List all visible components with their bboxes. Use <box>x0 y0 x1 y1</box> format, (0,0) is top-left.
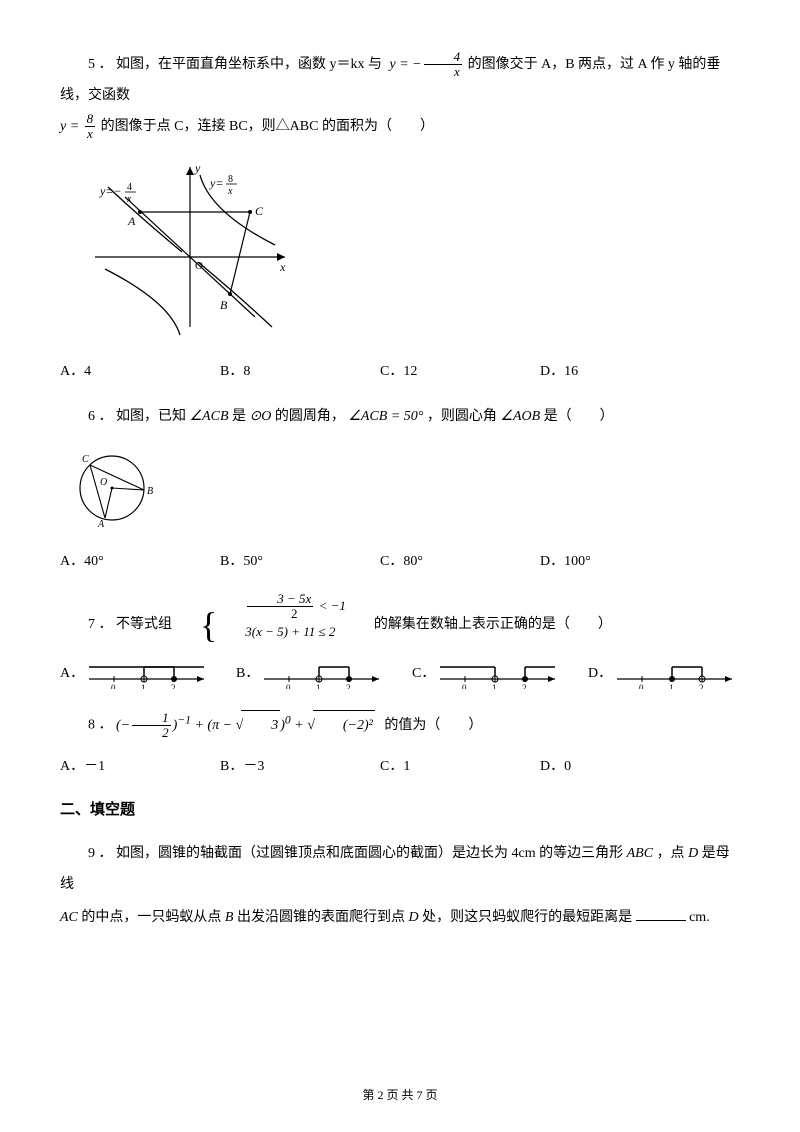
q5-opt-a: A．4 <box>60 359 220 384</box>
svg-text:y=: y= <box>209 176 223 190</box>
q7-options: A． 0 1 2 B． 0 1 2 <box>60 659 740 689</box>
q7-stem: 7 ． 不等式组 { 3 − 5x2 < −1 3(x − 5) + 11 ≤ … <box>60 592 740 641</box>
numberline-b: 0 1 2 <box>259 659 389 689</box>
q6-opt-c: C．80° <box>380 549 540 574</box>
q6-stem: 6 ． 如图，已知 ∠ACB 是 ⊙O 的圆周角， ∠ACB = 50° ，则圆… <box>60 402 740 433</box>
section-2-title: 二、填空题 <box>60 797 740 824</box>
numberline-a: 0 1 2 <box>84 659 214 689</box>
q8-number: 8 ． <box>88 718 113 733</box>
q5-eq2: y = 8x <box>60 119 101 134</box>
q9-stem-line2: AC 的中点，一只蚂蚁从点 B 出发沿圆锥的表面爬行到点 D 处，则这只蚂蚁爬行… <box>60 900 740 936</box>
q5-opt-b: B．8 <box>220 359 380 384</box>
q9-number: 9 ． <box>88 846 113 861</box>
q5-stem-line1: 5 ． 如图，在平面直角坐标系中，函数 y＝kx 与 y = −4x 的图像交于… <box>60 50 740 112</box>
q5-stem-line2: y = 8x 的图像于点 C，连接 BC，则△ABC 的面积为（ ） <box>60 112 740 143</box>
svg-text:B: B <box>147 486 153 497</box>
q6-figure: C O B A <box>70 448 740 537</box>
svg-text:x: x <box>227 186 233 197</box>
svg-text:2: 2 <box>699 683 704 689</box>
q8-options: A．－1 B．－3 C．1 D．0 <box>60 754 740 779</box>
q8-opt-a: A．－1 <box>60 754 220 779</box>
svg-text:1: 1 <box>316 683 321 689</box>
svg-text:0: 0 <box>286 683 291 689</box>
svg-text:2: 2 <box>522 683 527 689</box>
q5-options: A．4 B．8 C．12 D．16 <box>60 359 740 384</box>
svg-text:2: 2 <box>171 683 176 689</box>
svg-text:1: 1 <box>492 683 497 689</box>
q8-opt-c: C．1 <box>380 754 540 779</box>
svg-text:4: 4 <box>127 182 132 193</box>
q8-opt-d: D．0 <box>540 754 700 779</box>
question-6: 6 ． 如图，已知 ∠ACB 是 ⊙O 的圆周角， ∠ACB = 50° ，则圆… <box>60 402 740 574</box>
y-axis-label: y <box>194 161 201 175</box>
q7-opt-d: D． 0 1 2 <box>588 659 758 689</box>
svg-text:O: O <box>100 477 107 488</box>
numberline-d: 0 1 2 <box>612 659 742 689</box>
svg-text:y=−: y=− <box>99 184 122 198</box>
q7-opt-a: A． 0 1 2 <box>60 659 230 689</box>
svg-text:8: 8 <box>228 174 233 185</box>
question-8: 8 ． (−12)−1 + (π − √3)0 + √(−2)² 的值为（ ） … <box>60 707 740 779</box>
pt-A: A <box>127 214 136 228</box>
q7-opt-b: B． 0 1 2 <box>236 659 406 689</box>
q6-opt-d: D．100° <box>540 549 700 574</box>
brace-icon: { <box>172 609 217 641</box>
q5-number: 5 ． <box>88 57 113 72</box>
svg-text:1: 1 <box>669 683 674 689</box>
svg-text:1: 1 <box>141 683 146 689</box>
q8-opt-b: B．－3 <box>220 754 380 779</box>
q9-stem-line1: 9 ． 如图，圆锥的轴截面（过圆锥顶点和底面圆心的截面）是边长为 4cm 的等边… <box>60 839 740 901</box>
q5-opt-d: D．16 <box>540 359 700 384</box>
q7-system: 3 − 5x2 < −1 3(x − 5) + 11 ≤ 2 <box>217 592 346 641</box>
svg-text:A: A <box>97 519 105 528</box>
q7-opt-c: C． 0 1 2 <box>412 659 582 689</box>
fill-blank <box>636 907 686 921</box>
pt-C: C <box>255 204 264 218</box>
q5-text3: 的图像于点 C，连接 BC，则△ABC 的面积为（ ） <box>101 119 434 134</box>
q8-stem: 8 ． (−12)−1 + (π − √3)0 + √(−2)² 的值为（ ） <box>60 707 740 741</box>
page-footer: 第 2 页 共 7 页 <box>0 1085 800 1107</box>
svg-text:2: 2 <box>346 683 351 689</box>
q6-number: 6 ． <box>88 409 113 424</box>
svg-text:0: 0 <box>462 683 467 689</box>
question-9: 9 ． 如图，圆锥的轴截面（过圆锥顶点和底面圆心的截面）是边长为 4cm 的等边… <box>60 839 740 937</box>
q7-number: 7 ． <box>88 617 113 632</box>
numberline-c: 0 1 2 <box>435 659 565 689</box>
svg-text:C: C <box>82 454 89 465</box>
question-5: 5 ． 如图，在平面直角坐标系中，函数 y＝kx 与 y = −4x 的图像交于… <box>60 50 740 384</box>
svg-text:0: 0 <box>111 683 116 689</box>
pt-B: B <box>220 298 228 312</box>
q5-text1: 如图，在平面直角坐标系中，函数 y＝kx 与 <box>116 57 382 72</box>
svg-text:0: 0 <box>639 683 644 689</box>
q6-options: A．40° B．50° C．80° D．100° <box>60 549 740 574</box>
question-7: 7 ． 不等式组 { 3 − 5x2 < −1 3(x − 5) + 11 ≤ … <box>60 592 740 689</box>
q5-eq1: y = −4x <box>390 57 468 72</box>
q5-opt-c: C．12 <box>380 359 540 384</box>
q8-expr: (−12)−1 + (π − √3)0 + √(−2)² <box>116 718 378 733</box>
q6-opt-a: A．40° <box>60 549 220 574</box>
q6-opt-b: B．50° <box>220 549 380 574</box>
svg-text:x: x <box>126 194 132 205</box>
x-axis-label: x <box>279 260 286 274</box>
q5-figure: y x O A C B y=− 4 x <box>80 157 740 346</box>
